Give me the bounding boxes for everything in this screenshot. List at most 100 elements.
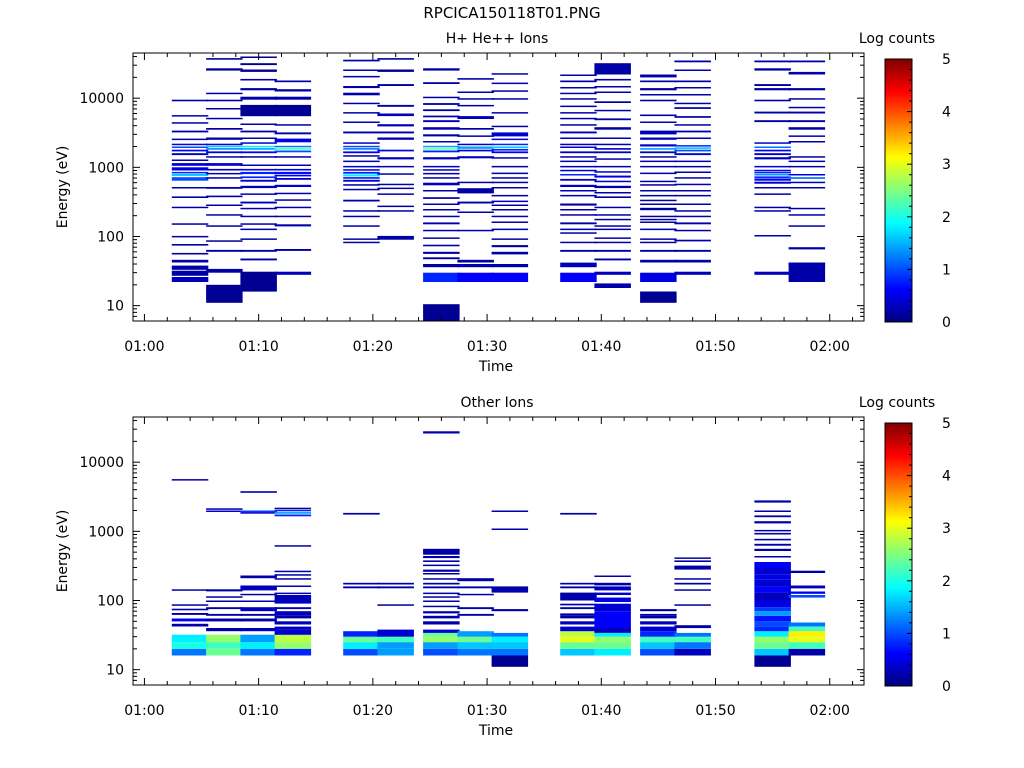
- heatmap-cell: [640, 156, 677, 158]
- heatmap-cell: [674, 604, 711, 606]
- panel-other-ions: Other Ions 01:00 01:10 01:20 01:30 01:40 01:5…: [55, 395, 951, 739]
- heatmap-cell: [240, 634, 277, 643]
- heatmap-cell: [788, 177, 826, 179]
- heatmap-cell: [594, 611, 631, 628]
- heatmap-cell: [423, 203, 460, 205]
- heatmap-cell: [343, 145, 380, 148]
- heatmap-cell: [457, 116, 494, 119]
- heatmap-cell: [640, 194, 677, 197]
- heatmap-cell: [594, 632, 631, 637]
- heatmap-cell: [423, 103, 460, 105]
- colorbar-gradient: [884, 58, 913, 323]
- heatmap-cell: [343, 225, 380, 227]
- heatmap-cell: [171, 143, 209, 146]
- heatmap-cell: [171, 604, 209, 606]
- heatmap-cell: [206, 108, 243, 110]
- heatmap-cell: [788, 262, 826, 266]
- heatmap-cell: [491, 228, 529, 231]
- heatmap-cell: [206, 214, 243, 216]
- heatmap-cell: [560, 146, 597, 148]
- heatmap-cell: [491, 138, 529, 141]
- heatmap-cell: [240, 618, 277, 622]
- y-tick-label: 1000: [88, 160, 124, 176]
- heatmap-cell: [240, 648, 277, 656]
- heatmap-cell: [594, 185, 631, 189]
- heatmap-cell: [560, 169, 597, 172]
- heatmap-cell: [491, 264, 529, 268]
- heatmap-cell: [377, 636, 414, 643]
- heatmap-cell: [560, 222, 597, 225]
- heatmap-cell: [377, 629, 414, 637]
- heatmap-cell: [457, 642, 494, 649]
- heatmap-cell: [240, 258, 277, 261]
- heatmap-cell: [343, 179, 380, 182]
- x-tick-label: 01:10: [238, 703, 278, 719]
- heatmap-cell: [491, 90, 529, 92]
- heatmap-cell: [754, 621, 791, 627]
- heatmap-cell: [423, 636, 460, 643]
- heatmap-cell: [788, 127, 826, 130]
- heatmap-cell: [274, 514, 312, 517]
- heatmap-cell: [788, 225, 826, 227]
- heatmap-cell: [240, 168, 277, 171]
- heatmap-cell: [343, 174, 380, 177]
- heatmap-cell: [206, 92, 243, 95]
- x-tick-label: 01:50: [695, 339, 735, 355]
- heatmap-cell: [457, 229, 494, 232]
- heatmap-cell: [491, 632, 529, 637]
- heatmap-cell: [674, 625, 711, 629]
- heatmap-cell: [377, 165, 414, 168]
- heatmap-cell: [240, 193, 277, 195]
- heatmap-cell: [674, 560, 711, 562]
- heatmap-cell: [754, 84, 791, 86]
- heatmap-cell: [674, 177, 711, 179]
- y-tick-label: 10: [106, 663, 124, 679]
- heatmap-cell: [343, 86, 380, 89]
- heatmap-cell: [343, 642, 380, 649]
- heatmap-cell: [377, 149, 414, 152]
- heatmap-cell: [594, 127, 631, 130]
- colorbar-tick-label: 1: [942, 626, 951, 642]
- heatmap-cell: [171, 146, 209, 148]
- heatmap-cell: [640, 121, 677, 123]
- heatmap-cell: [274, 621, 312, 625]
- heatmap-cell: [754, 68, 791, 71]
- heatmap-cell: [560, 262, 597, 268]
- heatmap-cell: [754, 271, 791, 275]
- heatmap-cell: [640, 291, 677, 303]
- heatmap-cell: [491, 238, 529, 240]
- heatmap-cell: [343, 648, 380, 656]
- heatmap-cell: [491, 172, 529, 175]
- heatmap-cell: [423, 564, 460, 567]
- heatmap-cell: [674, 578, 711, 580]
- heatmap-cell: [206, 163, 243, 166]
- heatmap-cell: [206, 168, 243, 171]
- heatmap-cell: [560, 228, 597, 231]
- heatmap-cell: [594, 218, 631, 221]
- heatmap-cell: [206, 508, 243, 510]
- heatmap-cell: [594, 237, 631, 239]
- heatmap-cell: [240, 145, 277, 148]
- heatmap-cell: [206, 618, 243, 622]
- heatmap-cell: [274, 545, 312, 547]
- heatmap-cell: [560, 603, 597, 606]
- y-axis: 10 100 1000 10000: [79, 56, 864, 322]
- heatmap-cell: [560, 626, 597, 632]
- heatmap-cell: [423, 548, 460, 555]
- heatmap-cell: [377, 183, 414, 186]
- heatmap-cell: [171, 613, 209, 615]
- heatmap-cell: [560, 92, 597, 95]
- heatmap-cell: [788, 120, 826, 123]
- heatmap-cell: [240, 96, 277, 100]
- heatmap-cell: [171, 177, 209, 181]
- heatmap-cell: [754, 631, 791, 637]
- heatmap-cell: [206, 68, 243, 71]
- heatmap-cell: [560, 621, 597, 625]
- heatmap-cell: [457, 613, 494, 616]
- heatmap-cell: [423, 190, 460, 192]
- heatmap-cell: [594, 143, 631, 146]
- heatmap-cell: [491, 143, 529, 146]
- heatmap-cell: [423, 244, 460, 247]
- heatmap-cell: [274, 174, 312, 177]
- heatmap-cell: [640, 114, 677, 117]
